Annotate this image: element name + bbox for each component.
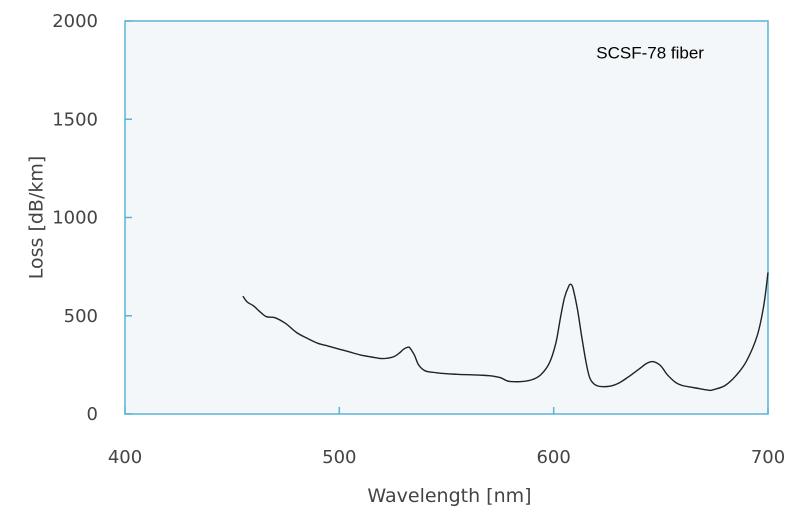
x-tick-label: 400 (108, 447, 142, 468)
x-tick-label: 700 (751, 447, 785, 468)
y-tick-label: 1000 (52, 208, 98, 229)
series-line (242, 272, 769, 392)
y-tick-label: 1500 (52, 109, 98, 130)
y-tick-label: 500 (64, 306, 98, 327)
axis-ticks: 400 500 600 700 0 500 1000 1500 2000 (52, 11, 785, 468)
x-tick-label: 500 (322, 447, 356, 468)
y-tick-label: 2000 (52, 11, 98, 32)
plot-area (124, 20, 769, 415)
y-tick-label: 0 (87, 404, 98, 425)
x-axis-label: Wavelength [nm] (367, 485, 531, 507)
x-tick-label: 600 (536, 447, 570, 468)
fiber-annotation: SCSF-78 fiber (596, 43, 704, 62)
y-axis-label: Loss [dB/km] (26, 156, 48, 280)
